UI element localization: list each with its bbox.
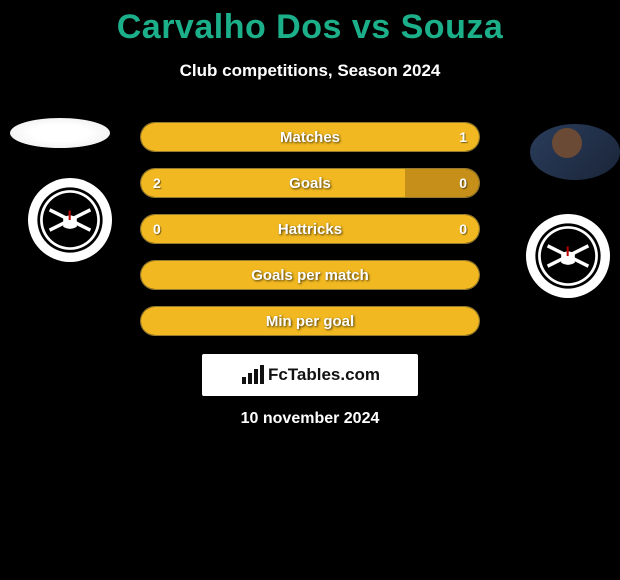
stat-row: Min per goal [140, 306, 480, 336]
stat-right-value: 0 [405, 169, 479, 197]
watermark-label: FcTables.com [268, 365, 380, 385]
stat-left-value [141, 307, 467, 335]
stat-row: 00Hattricks [140, 214, 480, 244]
stat-row: Goals per match [140, 260, 480, 290]
stat-left-value: 0 [141, 215, 310, 243]
watermark: FcTables.com [202, 354, 418, 396]
player-left-photo [10, 118, 110, 148]
stat-left-value [141, 123, 153, 151]
stat-right-value: 0 [310, 215, 479, 243]
subtitle: Club competitions, Season 2024 [0, 61, 620, 81]
stat-right-value [467, 261, 479, 289]
page-title: Carvalho Dos vs Souza [0, 0, 620, 47]
bars-icon [240, 365, 266, 385]
club-logo-right [526, 214, 610, 298]
club-logo-left [28, 178, 112, 262]
stat-row: 20Goals [140, 168, 480, 198]
footer-date: 10 november 2024 [0, 410, 620, 428]
stat-left-value [141, 261, 467, 289]
player-right-photo [530, 124, 620, 180]
stat-right-value: 1 [153, 123, 479, 151]
stats-bars: 1Matches 20Goals 00Hattricks Goals per matc… [140, 122, 480, 352]
stat-row: 1Matches [140, 122, 480, 152]
stat-right-value [467, 307, 479, 335]
stat-left-value: 2 [141, 169, 405, 197]
